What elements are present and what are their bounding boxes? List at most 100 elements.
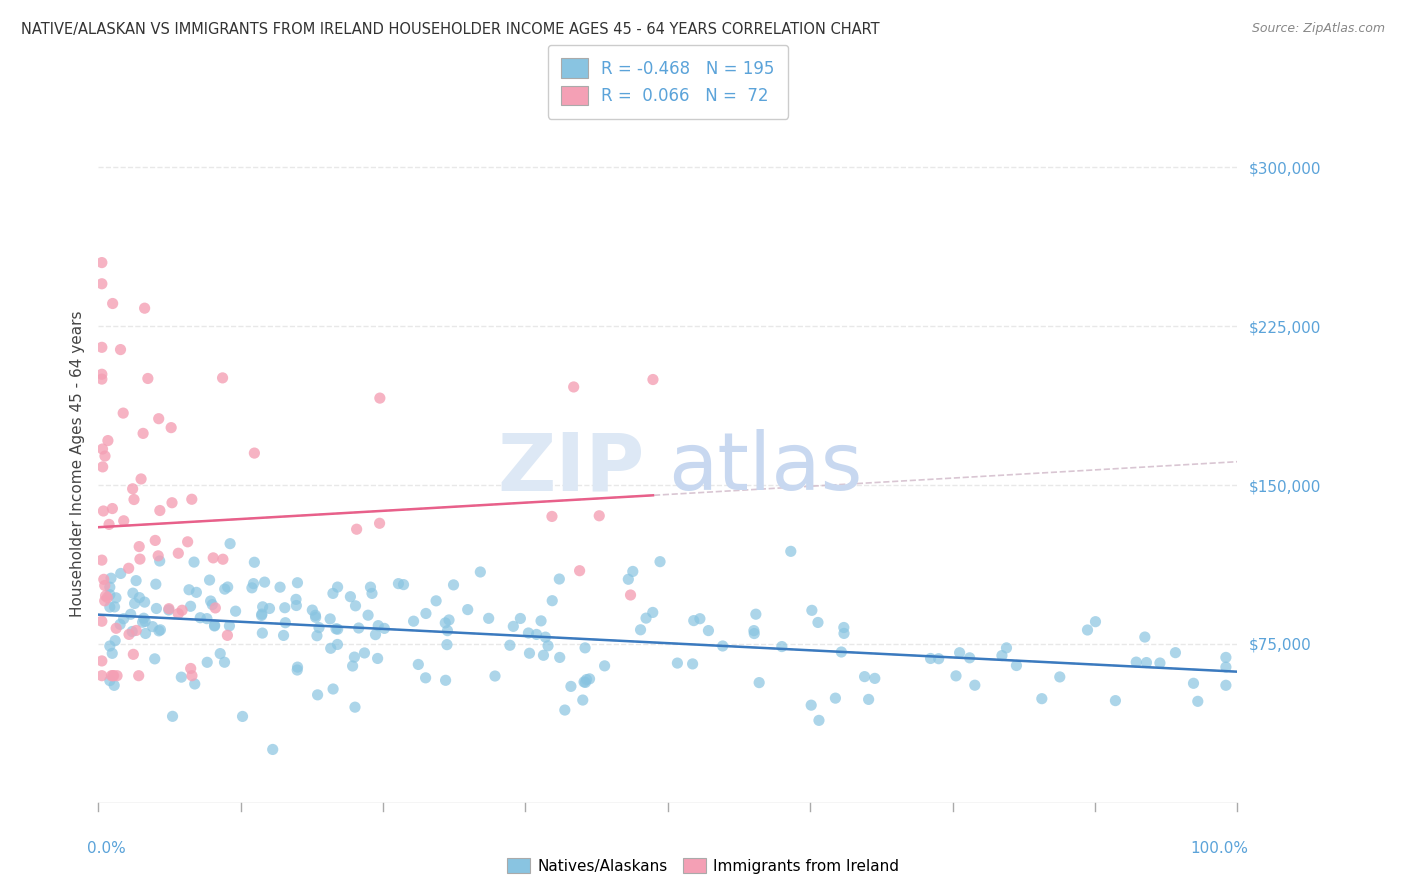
Point xyxy=(104,633,127,648)
Point xyxy=(105,621,128,635)
Point xyxy=(98,580,121,594)
Point xyxy=(112,406,135,420)
Point xyxy=(509,611,531,625)
Point xyxy=(347,621,370,635)
Point xyxy=(90,553,112,567)
Point xyxy=(1215,650,1237,665)
Point xyxy=(373,621,395,635)
Point xyxy=(572,674,595,689)
Point xyxy=(928,651,950,665)
Point xyxy=(319,641,342,656)
Point xyxy=(945,669,967,683)
Point xyxy=(149,503,172,517)
Point xyxy=(225,604,247,618)
Point xyxy=(1164,646,1187,660)
Point xyxy=(287,575,309,590)
Point xyxy=(122,586,145,600)
Point xyxy=(437,613,460,627)
Point xyxy=(183,555,205,569)
Point xyxy=(353,646,375,660)
Point xyxy=(240,581,263,595)
Point xyxy=(160,420,183,434)
Point xyxy=(537,639,560,653)
Point xyxy=(157,603,180,617)
Point xyxy=(186,585,208,599)
Text: 0.0%: 0.0% xyxy=(87,841,125,856)
Point xyxy=(689,612,711,626)
Point xyxy=(200,594,222,608)
Point xyxy=(134,615,156,629)
Point xyxy=(359,580,381,594)
Point xyxy=(201,598,224,612)
Point xyxy=(641,606,664,620)
Point xyxy=(1076,623,1098,637)
Point xyxy=(184,677,207,691)
Point xyxy=(436,624,458,638)
Point xyxy=(101,646,124,660)
Point xyxy=(98,639,121,653)
Point xyxy=(1182,676,1205,690)
Point xyxy=(339,590,361,604)
Point xyxy=(830,645,852,659)
Point xyxy=(1104,693,1126,707)
Legend: R = -0.468   N = 195, R =  0.066   N =  72: R = -0.468 N = 195, R = 0.066 N = 72 xyxy=(548,45,787,119)
Point xyxy=(103,678,125,692)
Point xyxy=(560,680,582,694)
Point xyxy=(853,670,876,684)
Point xyxy=(326,622,349,636)
Point xyxy=(562,380,585,394)
Point xyxy=(218,619,240,633)
Point xyxy=(108,617,131,632)
Point xyxy=(368,516,391,531)
Point xyxy=(745,607,768,622)
Point xyxy=(128,591,150,605)
Point xyxy=(128,669,150,683)
Point xyxy=(94,449,117,463)
Point xyxy=(252,626,274,640)
Point xyxy=(1215,660,1237,674)
Point xyxy=(1005,658,1028,673)
Point xyxy=(959,650,981,665)
Text: NATIVE/ALASKAN VS IMMIGRANTS FROM IRELAND HOUSEHOLDER INCOME AGES 45 - 64 YEARS : NATIVE/ALASKAN VS IMMIGRANTS FROM IRELAN… xyxy=(21,22,880,37)
Point xyxy=(1049,670,1071,684)
Point xyxy=(526,627,548,641)
Point xyxy=(832,626,855,640)
Point xyxy=(122,492,145,507)
Point xyxy=(325,622,347,636)
Point xyxy=(149,554,172,568)
Point xyxy=(285,663,308,677)
Point xyxy=(742,626,765,640)
Point xyxy=(167,546,190,560)
Point xyxy=(93,594,115,608)
Point xyxy=(217,580,239,594)
Point xyxy=(457,602,479,616)
Point xyxy=(143,533,166,548)
Point xyxy=(748,675,770,690)
Point xyxy=(122,648,145,662)
Point xyxy=(110,343,132,357)
Point xyxy=(250,608,273,623)
Point xyxy=(346,522,368,536)
Point xyxy=(343,700,366,714)
Point xyxy=(779,544,801,558)
Point xyxy=(274,615,297,630)
Point xyxy=(621,565,644,579)
Point xyxy=(357,608,380,623)
Point xyxy=(273,628,295,642)
Y-axis label: Householder Income Ages 45 - 64 years: Householder Income Ages 45 - 64 years xyxy=(69,310,84,617)
Point xyxy=(195,655,218,669)
Point xyxy=(148,549,170,563)
Point xyxy=(136,371,159,385)
Point xyxy=(188,611,211,625)
Point xyxy=(619,588,641,602)
Point xyxy=(963,678,986,692)
Point xyxy=(90,669,112,683)
Point xyxy=(364,627,387,641)
Point xyxy=(434,673,457,688)
Point xyxy=(415,607,437,621)
Point xyxy=(533,648,555,663)
Point xyxy=(322,586,344,600)
Point xyxy=(242,576,264,591)
Point xyxy=(90,340,112,354)
Point xyxy=(443,578,465,592)
